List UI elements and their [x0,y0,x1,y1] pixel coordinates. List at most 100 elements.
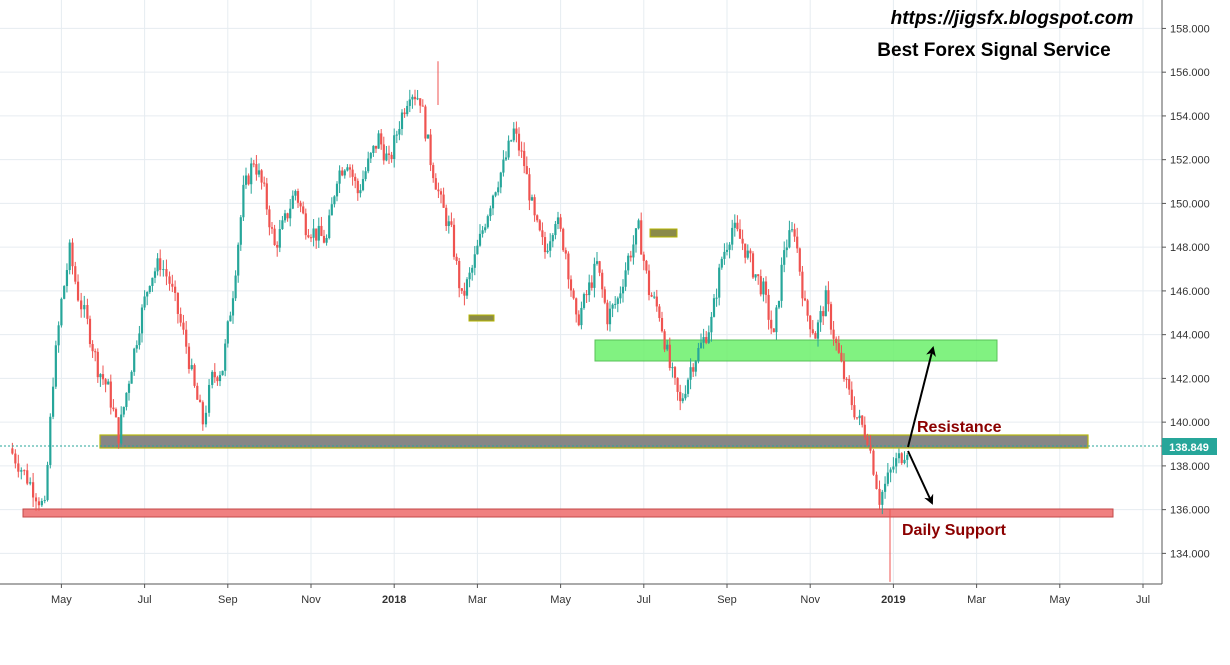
candle-body [824,290,827,317]
price-tick-label: 138.000 [1170,461,1210,473]
price-tick-label: 140.000 [1170,417,1210,429]
resistance-zone [99,434,1089,449]
candle-body [234,275,237,299]
candle-body [273,228,276,245]
candle-body [556,217,560,225]
candle-body [658,306,661,319]
candle-body [109,381,112,408]
last-price-badge [1162,438,1217,455]
candle-body [255,164,258,175]
time-tick-label: May [51,594,72,606]
candle-body [382,144,385,161]
candle-body [380,133,383,145]
candle-body [806,300,809,316]
candle-body [162,269,165,271]
candle-body [49,416,52,465]
candle-body [307,235,310,238]
candle-body [104,379,107,385]
candle-body [455,256,458,261]
candle-body [720,258,723,268]
candle-body [63,286,66,299]
candle-body [46,464,49,501]
candle-body [146,292,149,297]
candle-body [29,482,32,484]
candle-body [299,202,302,207]
price-tick-label: 142.000 [1170,373,1210,385]
candle-body [252,163,255,165]
candle-body [738,229,742,239]
candle-body [569,279,573,291]
candle-body [872,450,875,475]
candle-body [112,407,115,410]
candle-body [855,417,859,419]
candle-body [406,105,409,115]
candle-body [315,228,318,241]
candle-body [260,170,263,183]
candle-body [536,215,539,221]
candle-body [226,321,229,344]
candle-body [533,197,536,216]
price-tick-label: 156.000 [1170,67,1210,79]
candle-body [174,286,177,293]
candle-body [689,367,692,380]
candle-body [640,220,643,255]
candle-body [772,328,775,333]
candle-body [725,249,729,252]
candle-body [562,228,565,251]
candle-body [390,154,393,159]
candle-body [304,213,307,236]
candle-body [190,365,193,369]
candle-body [322,235,326,243]
candle-body [523,150,526,167]
candle-body [673,367,677,378]
candle-body [127,383,131,393]
candle-body [595,261,599,264]
candle-body [198,399,202,403]
candle-body [759,276,762,295]
candle-body [354,176,357,181]
time-axis: May Jul Sep Nov 2018 Mar May Jul Sep Nov 2019 Mar Ma… [51,584,1150,606]
candle-body [171,283,174,287]
candle-body [99,374,102,378]
candle-body [580,307,583,326]
time-tick-label: Sep [717,594,737,606]
candle-body [229,315,232,322]
candle-body [510,140,513,142]
candle-body [133,348,136,372]
candle-body [780,264,783,301]
candle-body [231,298,235,316]
candle-body [790,229,794,231]
candle-body [718,267,721,298]
candle-body [619,293,622,299]
candle-body [122,406,125,415]
price-tick-label: 136.000 [1170,505,1210,517]
support-zone [22,508,1114,518]
candle-body [614,303,617,305]
candle-body [153,271,157,278]
candle-body [647,270,651,296]
candle-body [426,134,430,139]
price-tick-label: 148.000 [1170,242,1210,254]
candle-body [906,455,909,460]
candle-body [37,501,41,506]
candle-body [60,298,63,326]
time-tick-label: Mar [468,594,487,606]
price-axis: 134.000 136.000 138.000 140.000 142.000 144.0… [1162,23,1210,560]
candle-body [481,230,484,234]
candle-body [416,98,419,100]
candle-body [281,220,284,230]
candle-body [892,466,895,470]
candle-body [247,175,250,185]
time-tick-label: Sep [218,594,238,606]
candle-body [369,152,372,159]
candle-body [309,237,313,239]
candle-body [387,153,391,155]
time-tick-label: Jul [138,594,152,606]
candle-body [497,187,500,193]
candle-body [411,96,414,100]
candle-body [590,282,593,288]
candle-body [374,145,378,149]
candle-body [465,279,469,296]
candle-body [179,313,182,323]
